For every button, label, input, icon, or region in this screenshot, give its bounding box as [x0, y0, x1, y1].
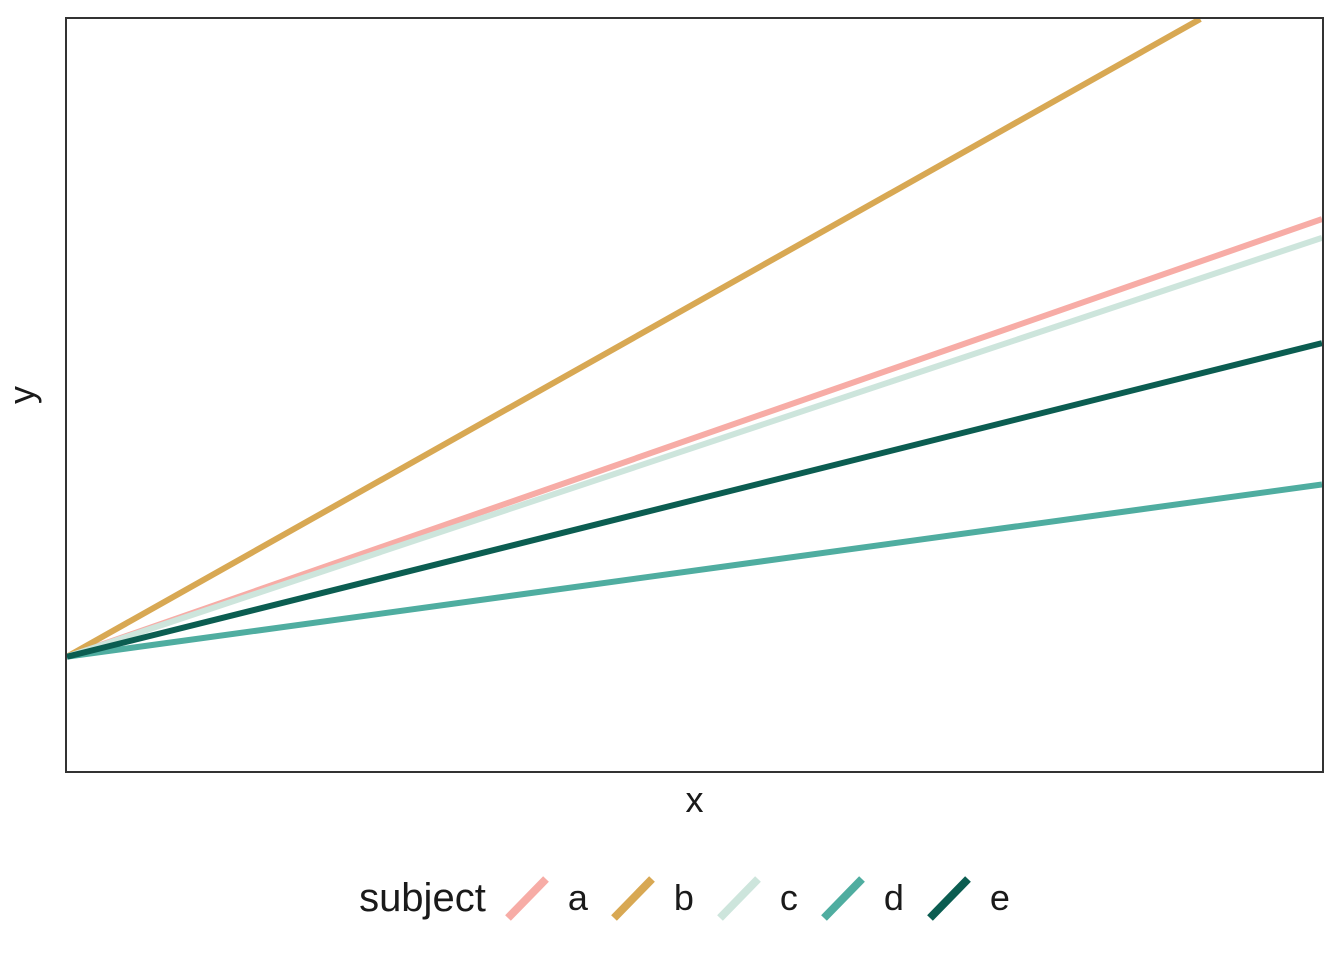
x-axis-title: x: [685, 779, 704, 820]
plot-line-subject-d: [67, 481, 1322, 660]
legend-item-c: c: [714, 873, 818, 923]
legend-item-e: e: [924, 873, 1030, 923]
legend-label-a: a: [567, 877, 588, 918]
legend-key-line-icon: [717, 876, 761, 921]
legend-title: subject: [359, 876, 486, 920]
legend: subject a b c d: [65, 868, 1324, 928]
legend-label-c: c: [779, 877, 798, 918]
legend-key-line-icon: [504, 876, 549, 921]
legend-item-a: a: [502, 873, 608, 923]
legend-key-line-icon: [821, 876, 865, 921]
plot-panel: [65, 17, 1324, 773]
plot-lines-svg: [67, 19, 1322, 660]
legend-item-b: b: [608, 873, 714, 923]
plot-line-subject-c: [67, 234, 1322, 660]
legend-key-line-icon: [610, 876, 655, 921]
legend-item-d: d: [818, 873, 924, 923]
y-axis-title: y: [1, 17, 42, 773]
legend-label-d: d: [883, 877, 904, 918]
y-axis-title-text: y: [1, 386, 42, 404]
legend-key-line-icon: [927, 876, 971, 921]
legend-label-b: b: [673, 877, 694, 918]
plot-line-subject-b: [67, 19, 1202, 660]
legend-label-e: e: [989, 877, 1010, 918]
plot-line-subject-e: [67, 340, 1322, 660]
